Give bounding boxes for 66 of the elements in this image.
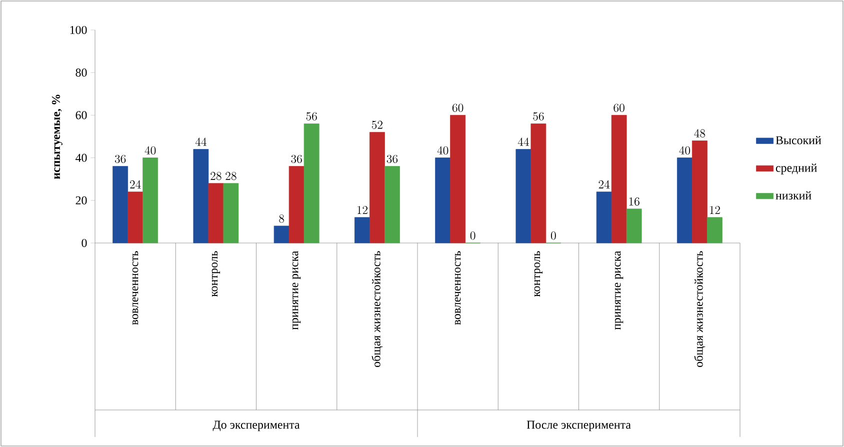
bar <box>369 132 385 244</box>
x-tick-label: вовлеченность <box>454 251 461 325</box>
data-label: 36 <box>386 154 398 164</box>
data-label: 60 <box>452 104 464 112</box>
data-label: 28 <box>226 172 236 180</box>
data-label: 24 <box>130 180 141 188</box>
y-tick-label: 20 <box>76 196 87 204</box>
data-label: 60 <box>614 104 624 112</box>
data-label: 0 <box>551 232 556 240</box>
y-tick-label: 60 <box>76 111 87 120</box>
y-tick-label: 100 <box>70 26 87 34</box>
x-tick-label: принятие риска <box>292 250 301 330</box>
bar <box>626 208 642 244</box>
bar <box>611 114 627 244</box>
x-tick-label: контроль <box>534 251 543 297</box>
data-label: 0 <box>470 232 476 240</box>
bar <box>516 149 532 244</box>
y-tick-label: 80 <box>76 68 87 77</box>
data-label: 48 <box>694 129 706 138</box>
data-label: 24 <box>598 180 610 188</box>
data-label: 40 <box>679 146 690 155</box>
x-tick-label: общая жизнестойкость <box>694 251 706 367</box>
bar <box>288 166 304 244</box>
data-label: 36 <box>291 154 302 164</box>
bar <box>676 158 692 244</box>
data-label: 40 <box>437 146 448 155</box>
y-tick-label: 0 <box>82 238 87 248</box>
bar <box>384 166 400 244</box>
legend-label: средний <box>776 164 817 174</box>
bar <box>223 183 239 244</box>
data-label: 44 <box>518 138 529 146</box>
y-tick-label: 40 <box>76 154 87 162</box>
legend-label: Высокий <box>776 136 822 144</box>
bar <box>692 140 708 244</box>
data-label: 52 <box>372 120 382 129</box>
data-label: 56 <box>306 112 317 120</box>
bar <box>435 158 451 244</box>
bar <box>112 166 128 244</box>
text: После эксперимента <box>526 420 631 432</box>
bar <box>274 226 290 244</box>
data-label: 36 <box>114 154 126 164</box>
data-label: 28 <box>210 172 222 180</box>
x-tick-label: принятие риска <box>614 250 624 330</box>
data-label: 40 <box>144 146 156 155</box>
bar <box>193 149 209 244</box>
data-label: 56 <box>533 112 544 120</box>
bar <box>142 158 158 244</box>
bar <box>596 192 612 244</box>
bar <box>530 124 546 244</box>
bar <box>706 217 722 244</box>
bar <box>354 217 370 244</box>
x-tick-label: общая жизнестойкость <box>372 251 383 367</box>
legend-label: низкий <box>776 191 812 200</box>
text: До эксперимента <box>212 420 300 432</box>
bar <box>128 192 144 244</box>
bar <box>208 183 224 244</box>
y-axis-title: испытуемые, % <box>52 94 62 180</box>
data-label: 12 <box>357 206 368 214</box>
data-label: 44 <box>195 138 206 146</box>
data-label: 12 <box>710 206 720 214</box>
x-tick-label: вовлеченность <box>132 251 138 325</box>
data-label: 16 <box>629 197 640 206</box>
bar <box>450 114 466 244</box>
x-tick-label: контроль <box>212 251 220 297</box>
data-label: 8 <box>279 214 284 223</box>
bar <box>304 124 320 244</box>
